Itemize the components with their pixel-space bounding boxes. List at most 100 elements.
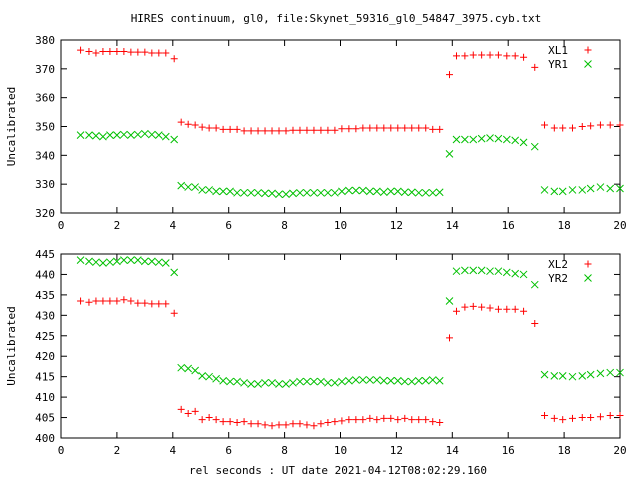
data-point	[366, 414, 374, 422]
data-point	[578, 371, 587, 380]
data-point	[352, 186, 360, 195]
data-point	[85, 48, 93, 56]
data-point	[616, 184, 624, 193]
data-point	[198, 123, 206, 131]
data-point	[261, 421, 269, 429]
data-point	[317, 188, 325, 197]
data-point	[127, 256, 135, 264]
x-tick-label: 20	[613, 219, 626, 232]
data-point	[254, 188, 262, 197]
data-point	[452, 307, 460, 315]
data-point	[303, 377, 311, 386]
x-tick-label: 6	[225, 444, 232, 457]
data-point	[226, 125, 234, 133]
data-point	[170, 135, 179, 144]
data-point	[596, 121, 604, 129]
data-point	[531, 320, 539, 328]
data-point	[275, 127, 283, 135]
data-point	[154, 131, 163, 140]
x-tick-label: 8	[281, 219, 288, 232]
data-point	[393, 187, 402, 196]
data-point	[113, 48, 121, 56]
plot-frame	[60, 39, 621, 214]
y-tick-label: 445	[35, 248, 55, 261]
legend-marker	[584, 274, 592, 282]
data-point	[170, 55, 178, 63]
data-point	[446, 334, 454, 342]
data-point	[106, 131, 114, 140]
data-point	[469, 135, 478, 144]
data-point	[198, 416, 206, 424]
data-point	[366, 124, 374, 132]
data-point	[282, 127, 290, 135]
data-point	[77, 46, 85, 54]
data-point	[415, 416, 423, 424]
data-point	[596, 413, 604, 421]
data-point	[379, 376, 388, 385]
data-point	[596, 369, 605, 378]
data-point	[469, 51, 477, 59]
x-tick-label: 2	[114, 444, 121, 457]
y-tick-label: 415	[35, 371, 55, 384]
y-tick-label: 320	[35, 207, 55, 220]
data-point	[296, 377, 304, 386]
data-point	[233, 188, 241, 197]
x-tick-label: 10	[334, 444, 347, 457]
data-point	[550, 187, 559, 196]
legend-marker	[584, 260, 592, 268]
data-point	[275, 421, 283, 429]
data-point	[198, 186, 207, 194]
data-point	[310, 126, 318, 134]
data-point	[275, 190, 283, 199]
y-tick-label: 430	[35, 309, 55, 322]
data-point	[296, 420, 304, 428]
data-point	[282, 190, 290, 199]
data-point	[365, 187, 374, 196]
data-point	[141, 48, 149, 56]
data-point	[99, 297, 107, 305]
data-point	[127, 131, 135, 140]
data-point	[446, 71, 454, 79]
data-point	[558, 371, 567, 380]
data-point	[141, 299, 149, 307]
data-point	[226, 187, 234, 196]
data-point	[155, 49, 163, 57]
x-tick-label: 2	[114, 219, 121, 232]
data-point	[422, 124, 430, 132]
data-point	[550, 414, 558, 422]
data-point	[247, 127, 255, 135]
data-point	[170, 268, 179, 277]
data-point	[99, 259, 107, 267]
data-point	[331, 378, 339, 387]
data-point	[520, 53, 528, 61]
data-point	[494, 51, 502, 59]
data-point	[386, 187, 395, 196]
x-tick-label: 14	[446, 444, 460, 457]
data-point	[296, 126, 304, 134]
data-point	[461, 135, 469, 144]
data-point	[550, 124, 558, 132]
data-point	[559, 124, 567, 132]
data-point	[511, 305, 519, 313]
y-tick-label: 405	[35, 412, 55, 425]
legend-label: XL1	[548, 44, 568, 57]
data-point	[541, 412, 549, 420]
legend-label: YR1	[548, 58, 568, 71]
data-point	[191, 121, 199, 129]
data-point	[162, 300, 170, 308]
data-point	[240, 418, 248, 426]
data-point	[268, 422, 276, 430]
data-point	[372, 187, 381, 196]
data-point	[77, 297, 85, 305]
data-point	[120, 296, 128, 304]
data-point	[184, 364, 193, 373]
data-point	[198, 371, 207, 380]
data-point	[324, 378, 332, 387]
data-point	[558, 187, 567, 196]
data-point	[219, 376, 227, 385]
data-point	[587, 122, 595, 130]
data-point	[568, 372, 577, 381]
data-point	[317, 420, 325, 428]
data-point	[261, 378, 269, 387]
data-point	[85, 257, 93, 266]
